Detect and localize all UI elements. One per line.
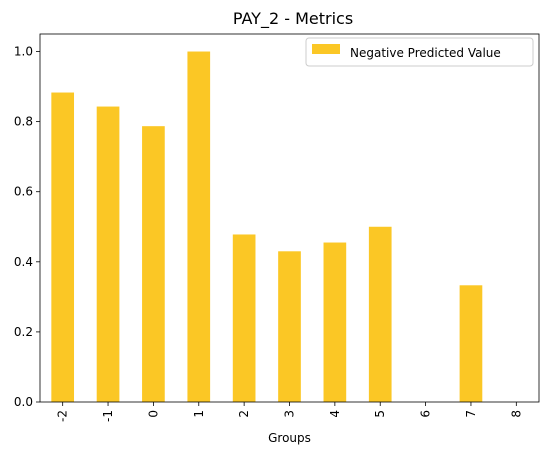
y-tick-label: 0.6 <box>14 185 33 199</box>
y-axis: 0.0 0.2 0.4 0.6 0.8 1.0 <box>14 45 40 409</box>
y-tick-label: 0.4 <box>14 255 33 269</box>
x-tick-label: 3 <box>283 410 297 418</box>
legend-swatch <box>312 44 340 54</box>
bar-5 <box>368 226 392 402</box>
x-tick-label: 1 <box>192 410 206 418</box>
bar-7 <box>459 285 483 402</box>
bar--1 <box>96 106 120 402</box>
bars-layer <box>51 51 483 403</box>
bar-2 <box>232 234 256 402</box>
y-tick-label: 0.8 <box>14 115 33 129</box>
bar--2 <box>51 92 75 402</box>
x-tick-label: 8 <box>509 410 523 418</box>
x-tick-label: 2 <box>237 410 251 418</box>
y-tick-label: 1.0 <box>14 45 33 59</box>
plot-frame <box>39 33 540 403</box>
bar-0 <box>142 126 165 403</box>
x-axis: -2 -1 0 1 2 3 4 5 6 7 8 <box>56 402 523 422</box>
bar-1 <box>187 51 211 403</box>
x-axis-label: Groups <box>268 431 311 445</box>
x-tick-label: -1 <box>101 410 115 422</box>
y-tick-label: 0.0 <box>14 395 33 409</box>
x-tick-label: 0 <box>146 410 160 418</box>
chart-title: PAY_2 - Metrics <box>233 9 353 29</box>
x-tick-label: 4 <box>328 410 342 418</box>
x-tick-label: 7 <box>464 410 478 418</box>
legend-box <box>305 37 534 67</box>
legend-label: Negative Predicted Value <box>350 46 501 60</box>
y-tick-label: 0.2 <box>14 325 33 339</box>
bar-4 <box>323 242 347 402</box>
x-tick-label: 5 <box>373 410 387 418</box>
x-tick-label: 6 <box>419 410 433 418</box>
legend: Negative Predicted Value <box>305 37 534 67</box>
x-tick-label: -2 <box>56 410 70 422</box>
bar-3 <box>278 251 301 402</box>
